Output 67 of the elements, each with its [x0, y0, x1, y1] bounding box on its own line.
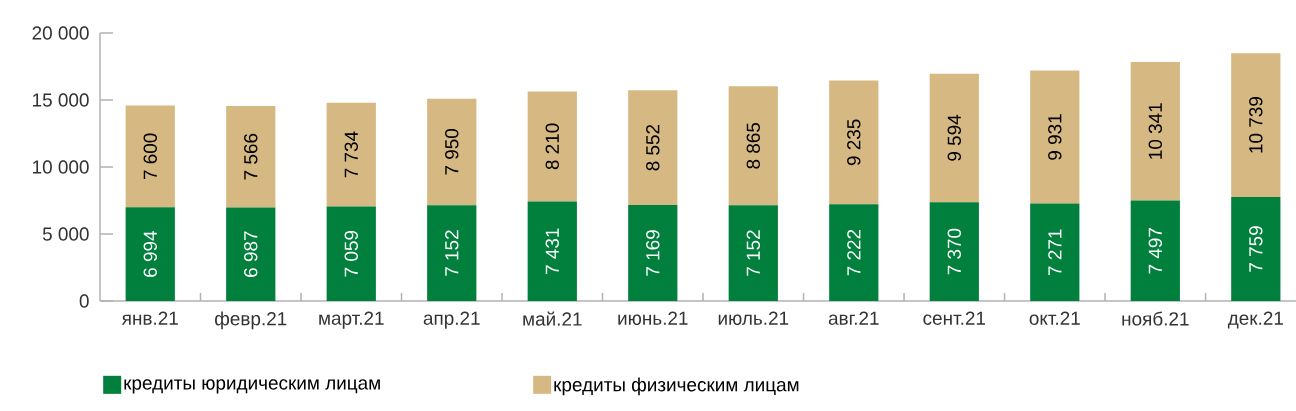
bar — [125, 207, 175, 301]
x-tick-label: окт.21 — [1029, 311, 1080, 325]
data-label: 7 950 — [445, 128, 459, 175]
bar — [628, 204, 678, 301]
data-label: 9 931 — [1048, 114, 1062, 160]
bar — [1030, 70, 1080, 204]
data-label: 7 370 — [947, 228, 961, 275]
bar — [326, 206, 376, 301]
data-label: 8 552 — [646, 124, 660, 171]
x-tick-label: дек.21 — [1227, 311, 1283, 329]
data-label: 7 059 — [344, 230, 358, 277]
data-label: 7 600 — [143, 133, 157, 180]
bar — [427, 205, 477, 301]
bar — [1130, 61, 1180, 201]
bar — [226, 207, 276, 301]
bar — [527, 91, 577, 202]
data-label: 8 865 — [746, 122, 760, 169]
bar — [829, 204, 879, 301]
x-tick-label: февр.21 — [215, 311, 287, 330]
data-label: 6 987 — [244, 231, 258, 277]
x-tick-label: июнь.21 — [618, 311, 688, 325]
bar — [628, 90, 678, 205]
bar — [929, 73, 979, 203]
x-tick-label: май.21 — [523, 311, 582, 326]
x-tick-label: март.21 — [319, 311, 384, 329]
x-tick-label: июль.21 — [718, 311, 789, 325]
data-label: 8 210 — [545, 123, 559, 170]
x-tick-label: авг.21 — [828, 311, 879, 325]
x-tick-label: сент.21 — [923, 311, 986, 325]
y-tick-label: 15 000 — [33, 93, 89, 107]
legend-label: кредиты физическим лицам — [554, 377, 799, 396]
data-label: 7 152 — [445, 230, 459, 276]
y-tick-label: 0 — [79, 294, 89, 308]
bar — [728, 205, 778, 301]
data-label: 7 169 — [646, 230, 660, 276]
data-label: 7 431 — [545, 228, 559, 274]
data-label: 7 152 — [746, 230, 760, 276]
y-tick-label: 20 000 — [32, 26, 89, 40]
bar — [226, 105, 276, 208]
data-label: 7 497 — [1148, 228, 1163, 274]
y-tick-label: 10 000 — [33, 160, 89, 174]
data-label: 9 235 — [847, 119, 861, 166]
bar — [728, 86, 778, 206]
legend-label: кредиты юридическим лицам — [124, 379, 380, 394]
bar — [326, 102, 376, 207]
data-label: 10 739 — [1249, 97, 1263, 153]
bar — [1130, 200, 1180, 301]
bar — [829, 80, 879, 205]
bar — [427, 98, 477, 206]
bar — [1231, 53, 1281, 198]
y-tick-label: 5 000 — [42, 227, 89, 241]
bar — [1231, 197, 1281, 301]
data-label: 9 594 — [947, 114, 961, 161]
data-label: 7 566 — [244, 133, 258, 180]
bar — [929, 202, 979, 301]
x-tick-label: апр.21 — [423, 311, 480, 329]
data-label: 10 341 — [1148, 103, 1163, 159]
data-label: 6 994 — [143, 231, 157, 277]
data-label: 7 222 — [847, 229, 861, 276]
data-label: 7 734 — [344, 131, 358, 178]
x-tick-label: нояб.21 — [1122, 311, 1189, 326]
data-label: 7 759 — [1249, 226, 1263, 272]
data-label: 7 271 — [1048, 229, 1062, 275]
bar — [527, 201, 577, 301]
bar — [125, 105, 175, 208]
bar — [1030, 203, 1080, 301]
x-tick-label: янв.21 — [121, 311, 178, 325]
